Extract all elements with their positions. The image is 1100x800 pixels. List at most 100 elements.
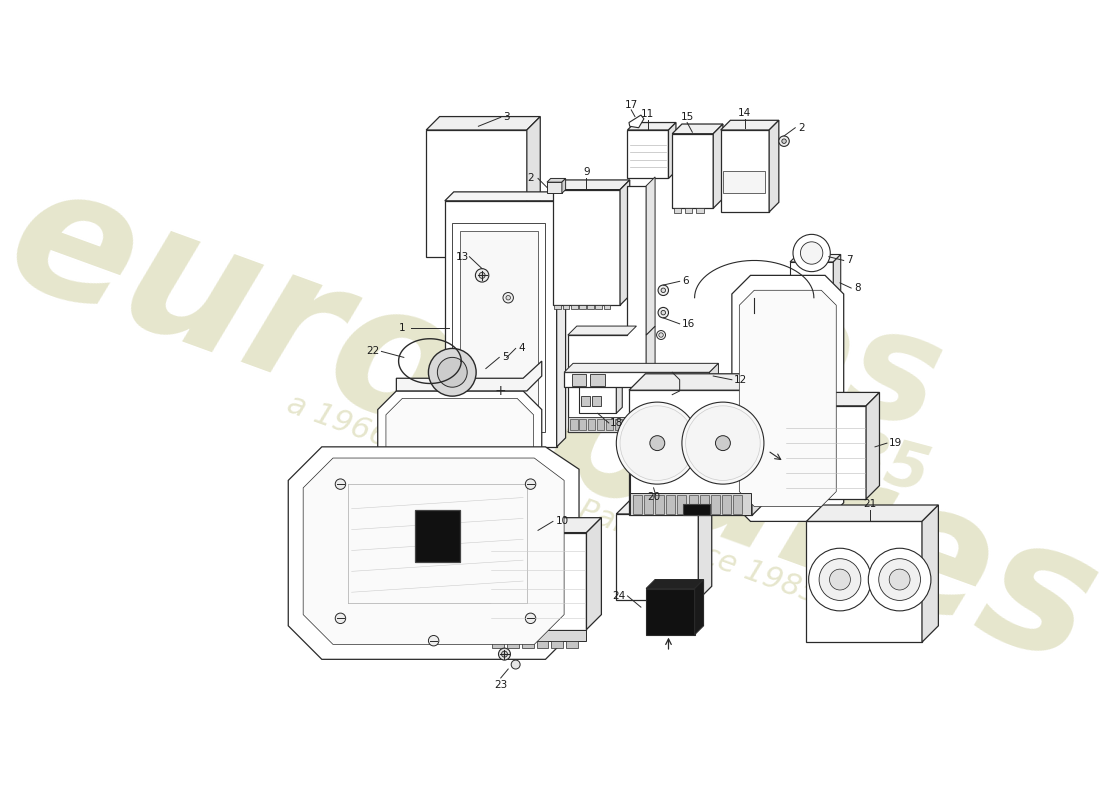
Polygon shape xyxy=(667,494,675,514)
Polygon shape xyxy=(444,201,557,447)
Text: 12: 12 xyxy=(734,374,747,385)
Polygon shape xyxy=(604,305,611,309)
Polygon shape xyxy=(615,418,623,430)
Polygon shape xyxy=(752,374,769,515)
Circle shape xyxy=(779,136,790,146)
Polygon shape xyxy=(620,180,629,305)
Polygon shape xyxy=(562,178,565,194)
Polygon shape xyxy=(711,494,719,514)
Text: 9: 9 xyxy=(583,167,590,178)
Polygon shape xyxy=(492,641,504,648)
Circle shape xyxy=(438,358,468,387)
Polygon shape xyxy=(720,120,779,130)
Circle shape xyxy=(503,293,514,303)
Polygon shape xyxy=(627,122,676,130)
Polygon shape xyxy=(377,391,541,477)
Text: 18: 18 xyxy=(609,418,623,428)
Polygon shape xyxy=(629,456,712,501)
Polygon shape xyxy=(490,630,586,641)
Polygon shape xyxy=(616,370,623,414)
Circle shape xyxy=(498,648,510,660)
Circle shape xyxy=(685,406,760,480)
Polygon shape xyxy=(562,305,570,309)
Polygon shape xyxy=(521,641,534,648)
Text: 4: 4 xyxy=(518,343,525,354)
Text: 21: 21 xyxy=(864,498,877,509)
Polygon shape xyxy=(922,505,938,642)
Polygon shape xyxy=(288,447,579,659)
Polygon shape xyxy=(629,115,644,128)
Polygon shape xyxy=(720,130,769,212)
Polygon shape xyxy=(579,418,586,430)
Text: 2: 2 xyxy=(798,122,804,133)
Polygon shape xyxy=(553,180,629,190)
Circle shape xyxy=(502,651,507,657)
Polygon shape xyxy=(551,641,563,648)
Polygon shape xyxy=(396,361,541,391)
Polygon shape xyxy=(669,122,676,178)
Circle shape xyxy=(336,479,345,490)
Text: 2: 2 xyxy=(527,174,534,183)
Circle shape xyxy=(428,635,439,646)
Polygon shape xyxy=(656,494,664,514)
Polygon shape xyxy=(557,192,565,447)
Polygon shape xyxy=(568,326,637,335)
Circle shape xyxy=(650,436,664,450)
Polygon shape xyxy=(732,275,844,522)
Polygon shape xyxy=(572,374,586,386)
Polygon shape xyxy=(579,370,623,376)
Text: 15: 15 xyxy=(681,111,694,122)
Polygon shape xyxy=(632,418,640,430)
Polygon shape xyxy=(700,494,708,514)
Circle shape xyxy=(336,613,345,623)
Polygon shape xyxy=(606,418,614,430)
Polygon shape xyxy=(581,396,591,406)
Polygon shape xyxy=(696,208,704,214)
Text: a 1966 resource for Parts since 1985: a 1966 resource for Parts since 1985 xyxy=(283,389,823,609)
Polygon shape xyxy=(630,493,750,515)
Polygon shape xyxy=(568,417,645,432)
Text: 11: 11 xyxy=(641,110,654,119)
Text: 1985: 1985 xyxy=(752,403,935,506)
Polygon shape xyxy=(386,398,534,470)
Polygon shape xyxy=(595,305,602,309)
Polygon shape xyxy=(591,374,605,386)
Circle shape xyxy=(829,569,850,590)
Circle shape xyxy=(793,234,830,272)
Text: 7: 7 xyxy=(846,255,852,266)
Polygon shape xyxy=(806,522,922,642)
Circle shape xyxy=(512,660,520,669)
Polygon shape xyxy=(806,505,938,522)
Polygon shape xyxy=(554,305,561,309)
Circle shape xyxy=(682,402,763,484)
Polygon shape xyxy=(713,124,723,208)
Polygon shape xyxy=(694,579,704,634)
Text: 17: 17 xyxy=(625,100,638,110)
Polygon shape xyxy=(579,376,616,414)
Text: 13: 13 xyxy=(455,252,469,262)
Text: 1: 1 xyxy=(399,322,406,333)
Polygon shape xyxy=(723,171,766,194)
Text: 3: 3 xyxy=(504,112,510,122)
Circle shape xyxy=(661,310,666,315)
Polygon shape xyxy=(579,305,585,309)
Polygon shape xyxy=(490,518,602,533)
Circle shape xyxy=(879,558,921,601)
Polygon shape xyxy=(784,406,866,499)
Circle shape xyxy=(820,558,861,601)
Polygon shape xyxy=(571,305,578,309)
Circle shape xyxy=(480,272,485,278)
Polygon shape xyxy=(866,393,880,499)
Circle shape xyxy=(620,406,694,480)
Polygon shape xyxy=(784,393,880,406)
Circle shape xyxy=(616,402,699,484)
Polygon shape xyxy=(304,458,564,645)
Polygon shape xyxy=(547,178,565,182)
Polygon shape xyxy=(507,641,518,648)
Circle shape xyxy=(782,139,786,143)
Polygon shape xyxy=(616,501,712,514)
Text: 24: 24 xyxy=(612,591,625,601)
Polygon shape xyxy=(689,494,697,514)
Polygon shape xyxy=(629,390,752,515)
Text: eurospares: eurospares xyxy=(0,146,1100,702)
